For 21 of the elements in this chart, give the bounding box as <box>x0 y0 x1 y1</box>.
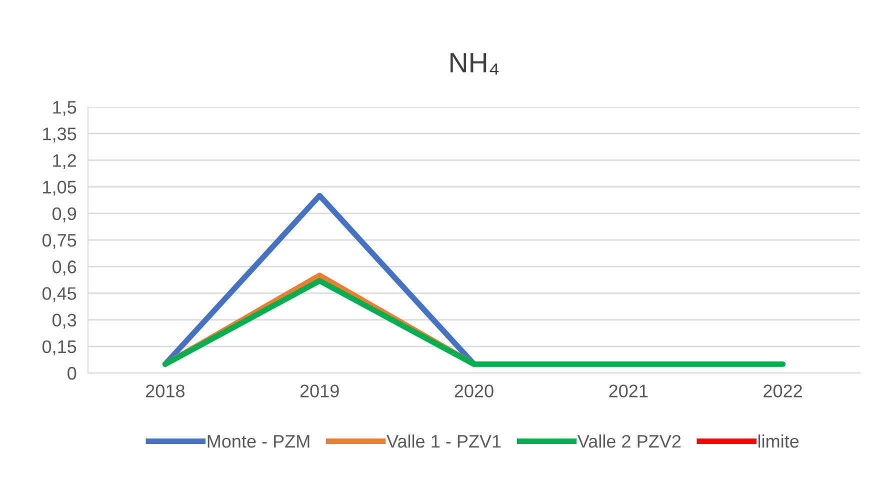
x-tick-label: 2020 <box>454 384 494 398</box>
x-tick-label: 2019 <box>300 384 339 398</box>
y-tick-label: 1,35 <box>43 128 76 142</box>
y-tick-label: 1,5 <box>53 101 76 116</box>
chart-title: NH₄ <box>450 53 499 75</box>
x-tick-label: 2022 <box>764 384 802 398</box>
y-tick-label: 1,05 <box>43 180 76 196</box>
y-tick-label: 0,3 <box>52 314 76 329</box>
y-tick-label: 0,15 <box>42 340 76 356</box>
legend-label: limite <box>758 434 799 448</box>
y-tick-label: 1,2 <box>53 154 76 170</box>
y-tick-label: 0,9 <box>52 207 76 222</box>
legend-label: Monte - PZM <box>208 435 310 448</box>
y-tick-label: 0,45 <box>42 287 76 302</box>
y-tick-label: 0 <box>68 366 76 380</box>
x-tick-label: 2018 <box>146 384 184 398</box>
legend-label: Valle 2 PZV2 <box>578 434 681 448</box>
x-tick-label: 2021 <box>609 384 648 398</box>
y-tick-label: 0,6 <box>52 260 76 276</box>
legend-label: Valle 1 - PZV1 <box>386 434 501 448</box>
y-tick-label: 0,75 <box>42 234 76 249</box>
